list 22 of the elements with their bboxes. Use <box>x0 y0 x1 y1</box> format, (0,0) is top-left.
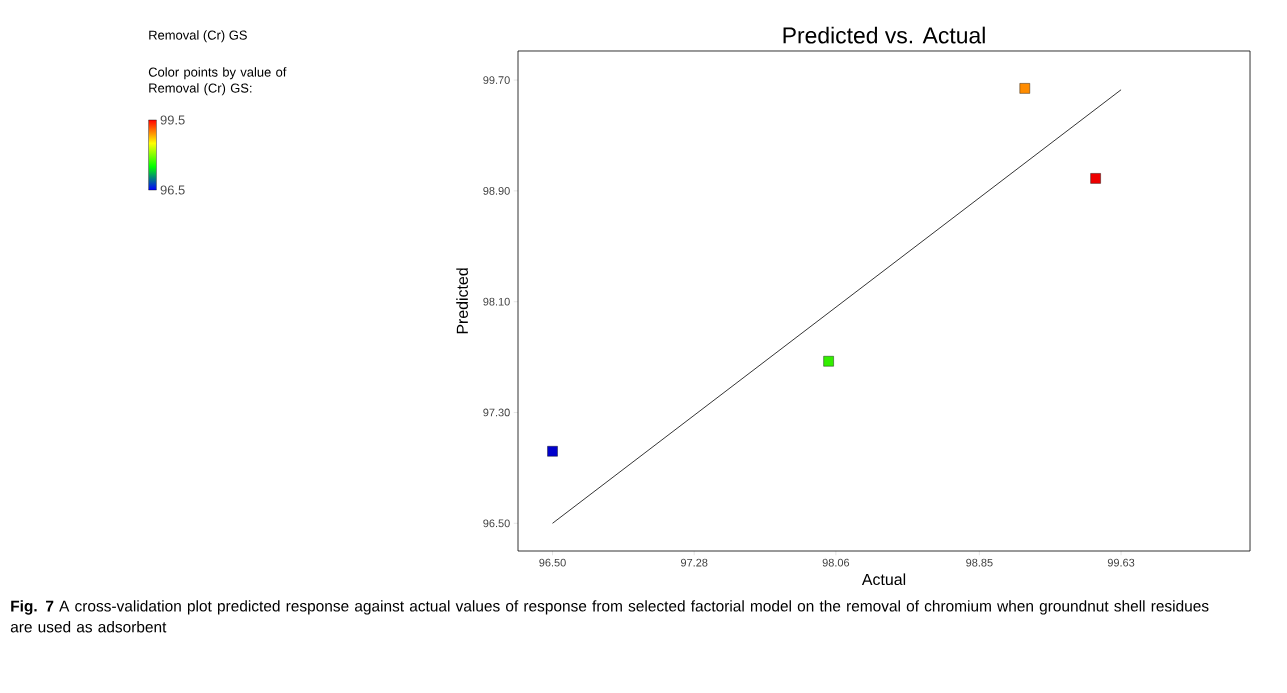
y-tick-label: 98.90 <box>483 187 510 195</box>
x-tick-label: 98.85 <box>966 558 993 567</box>
y-tick-label: 96.50 <box>483 519 510 528</box>
text: Removal (Cr) GS <box>149 30 247 43</box>
y-tick-label: 98.10 <box>483 297 510 306</box>
y-tick-label: 97.30 <box>483 408 510 417</box>
x-tick-label: 96.50 <box>539 558 566 567</box>
color-bar-title: Color points by value of Removal (Cr) GS: <box>148 67 287 96</box>
color-bar-label: 99.5 <box>160 115 185 125</box>
x-tick-label: 98.06 <box>822 558 850 567</box>
point <box>1019 83 1030 94</box>
color-bar-label: 96.5 <box>160 185 185 195</box>
point <box>1090 173 1101 184</box>
x-axis-title: Actual <box>861 573 906 586</box>
x-tick-label: 99.63 <box>1107 558 1135 567</box>
x-tick-label: 97.28 <box>681 558 708 567</box>
y-axis-title: Predicted <box>456 268 468 334</box>
chart-title: Predicted vs. Actual <box>783 26 985 44</box>
point <box>823 356 834 367</box>
text: Fig. 7 A cross-validation plot predicted response against actual values of response from selected factorial model on the removal of chromium when groundnut shell residues are used as adsorbent <box>10 600 1209 633</box>
y-tick-label: 99.70 <box>483 76 510 84</box>
point <box>547 446 558 457</box>
